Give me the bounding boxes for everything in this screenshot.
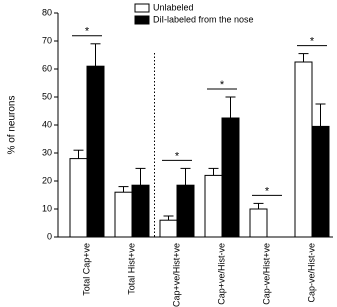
y-tick-label: 40 — [42, 119, 52, 129]
bar — [114, 191, 133, 238]
x-tick-label: Cap+ve/Hist-ve — [216, 243, 226, 305]
legend-label: Unlabeled — [153, 2, 194, 12]
y-tick-label: 30 — [42, 147, 52, 157]
bar — [131, 184, 150, 238]
legend-swatch — [134, 3, 150, 13]
bar — [311, 125, 330, 238]
significance-star: * — [310, 36, 315, 48]
bar — [204, 174, 223, 238]
y-tick-label: 80 — [42, 7, 52, 17]
y-tick-label: 10 — [42, 203, 52, 213]
bar — [221, 117, 240, 238]
y-axis-label: % of neurons — [7, 96, 18, 155]
significance-star: * — [175, 150, 180, 162]
bar — [176, 184, 195, 238]
y-tick-label: 20 — [42, 175, 52, 185]
y-tick-label: 0 — [47, 231, 52, 241]
significance-star: * — [220, 79, 225, 91]
x-tick-label: Total Hist+ve — [126, 243, 136, 295]
x-tick-label: Cap-ve/Hist+ve — [261, 243, 271, 305]
significance-star: * — [85, 26, 90, 38]
bar — [159, 219, 178, 238]
x-tick-label: Cap-ve/Hist-ve — [306, 243, 316, 303]
bar — [294, 61, 313, 238]
x-tick-label: Cap+ve/Hist+ve — [171, 243, 181, 307]
significance-star: * — [265, 185, 270, 197]
y-tick-label: 60 — [42, 63, 52, 73]
bar — [69, 158, 88, 238]
legend-label: DiI-labeled from the nose — [153, 14, 254, 24]
legend-swatch — [134, 15, 150, 25]
bar — [249, 208, 268, 238]
y-tick-label: 70 — [42, 35, 52, 45]
y-tick-label: 50 — [42, 91, 52, 101]
x-tick-label: Total Cap+ve — [81, 243, 91, 296]
bar — [86, 65, 105, 238]
